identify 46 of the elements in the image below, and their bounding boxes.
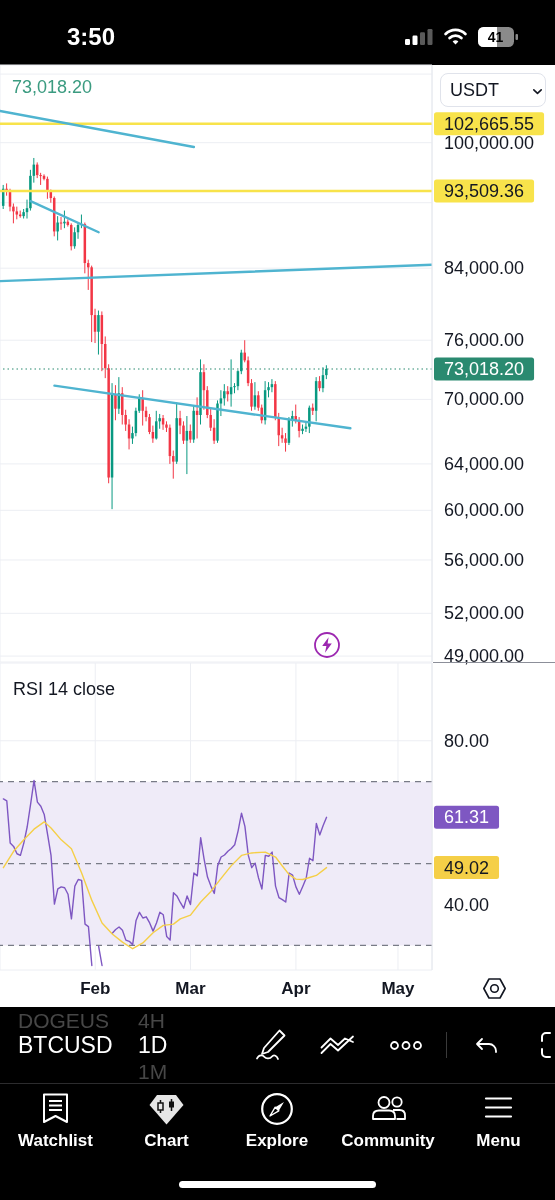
y-tick-label: 40.00 — [444, 894, 490, 915]
y-tick-label: 76,000.00 — [444, 330, 525, 351]
candlestick — [46, 176, 49, 200]
x-tick-label: Apr — [281, 978, 311, 998]
text: 61.31 — [444, 807, 490, 828]
y-tick-label: 80.00 — [444, 730, 490, 751]
candlestick — [284, 432, 287, 453]
candlestick — [114, 384, 117, 421]
text: RSI 14 close — [13, 679, 116, 699]
y-tick-label: 100,000.00 — [444, 132, 535, 153]
text: 49.02 — [444, 857, 490, 878]
text: Menu — [476, 1130, 521, 1150]
candlestick — [308, 405, 311, 434]
text: BTCUSD — [18, 1031, 113, 1058]
candlestick — [56, 215, 59, 241]
text: 1M — [138, 1059, 168, 1083]
y-tick-label: 70,000.00 — [444, 389, 525, 410]
x-tick-label: Feb — [80, 978, 111, 998]
y-tick-label: 52,000.00 — [444, 603, 525, 624]
text: 3:50 — [66, 23, 116, 50]
y-tick-label: 60,000.00 — [444, 500, 525, 521]
text: 4H — [138, 1008, 165, 1032]
text: DOGEUS — [18, 1008, 110, 1032]
ref-line-label: 73,018.20 — [444, 359, 525, 380]
y-tick-label: 84,000.00 — [444, 258, 525, 279]
x-tick-label: May — [381, 978, 416, 998]
candlestick — [73, 226, 76, 250]
text: Explore — [245, 1130, 309, 1150]
y-tick-label: 64,000.00 — [444, 453, 525, 474]
text: 1D — [138, 1031, 168, 1058]
y-tick-label: 49,000.00 — [444, 646, 525, 667]
line-series — [2, 821, 328, 950]
x-tick-label: Mar — [175, 978, 206, 998]
text: Watchlist — [18, 1130, 93, 1150]
text: Chart — [144, 1130, 189, 1150]
candlestick — [141, 389, 144, 427]
text: Community — [341, 1130, 435, 1150]
annotation: 73,018.20 — [12, 77, 93, 97]
candlestick — [189, 424, 192, 444]
candlestick — [155, 410, 158, 441]
dropdown: USDT — [440, 73, 546, 107]
text: 41 — [487, 29, 504, 45]
ref-line-label: 93,509.36 — [444, 181, 525, 201]
y-tick-label: 56,000.00 — [444, 550, 525, 570]
candlestick — [97, 310, 100, 356]
ref-line-label: 102,665.55 — [444, 113, 535, 134]
